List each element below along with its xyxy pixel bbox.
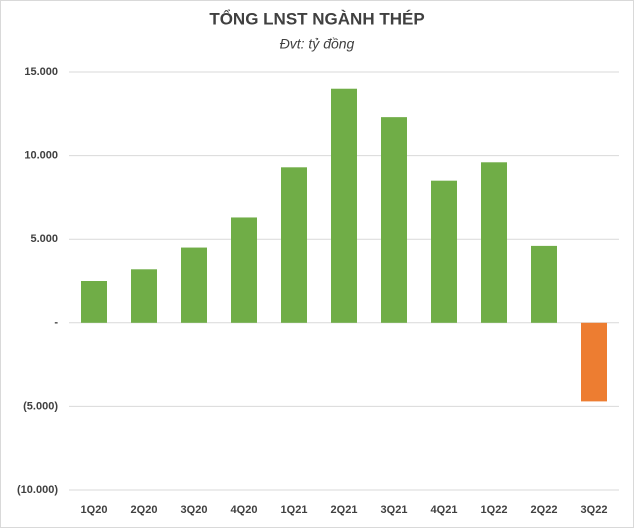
bar <box>231 217 257 323</box>
bar <box>581 322 607 402</box>
x-tick-label: 2Q20 <box>131 504 158 516</box>
bar <box>531 245 557 323</box>
x-tick-label: 2Q21 <box>331 504 358 516</box>
x-tick-label: 3Q21 <box>381 504 408 516</box>
x-tick-label: 2Q22 <box>531 504 558 516</box>
y-tick-label: 10.000 <box>24 150 58 162</box>
bar <box>131 269 157 323</box>
x-tick-label: 3Q20 <box>181 504 208 516</box>
chart-title: TỔNG LNST NGÀNH THÉP <box>209 9 424 28</box>
y-tick-label: 15.000 <box>24 66 58 78</box>
bar <box>181 247 207 323</box>
bar <box>281 167 307 323</box>
bar <box>381 117 407 323</box>
x-tick-label: 4Q20 <box>231 504 258 516</box>
x-tick-label: 4Q21 <box>431 504 458 516</box>
chart-subtitle: Đvt: tỷ đồng <box>280 36 355 52</box>
bar <box>81 281 107 323</box>
y-tick-label: (10.000) <box>17 484 58 496</box>
y-tick-label: (5.000) <box>23 400 58 412</box>
x-tick-label: 1Q21 <box>281 504 308 516</box>
x-tick-label: 1Q22 <box>481 504 508 516</box>
x-tick-label: 1Q20 <box>81 504 108 516</box>
y-tick-label: 5.000 <box>30 233 58 245</box>
y-tick-label: - <box>54 317 58 329</box>
x-tick-label: 3Q22 <box>581 504 608 516</box>
bar <box>431 180 457 323</box>
bar <box>481 162 507 323</box>
bar <box>331 88 357 323</box>
